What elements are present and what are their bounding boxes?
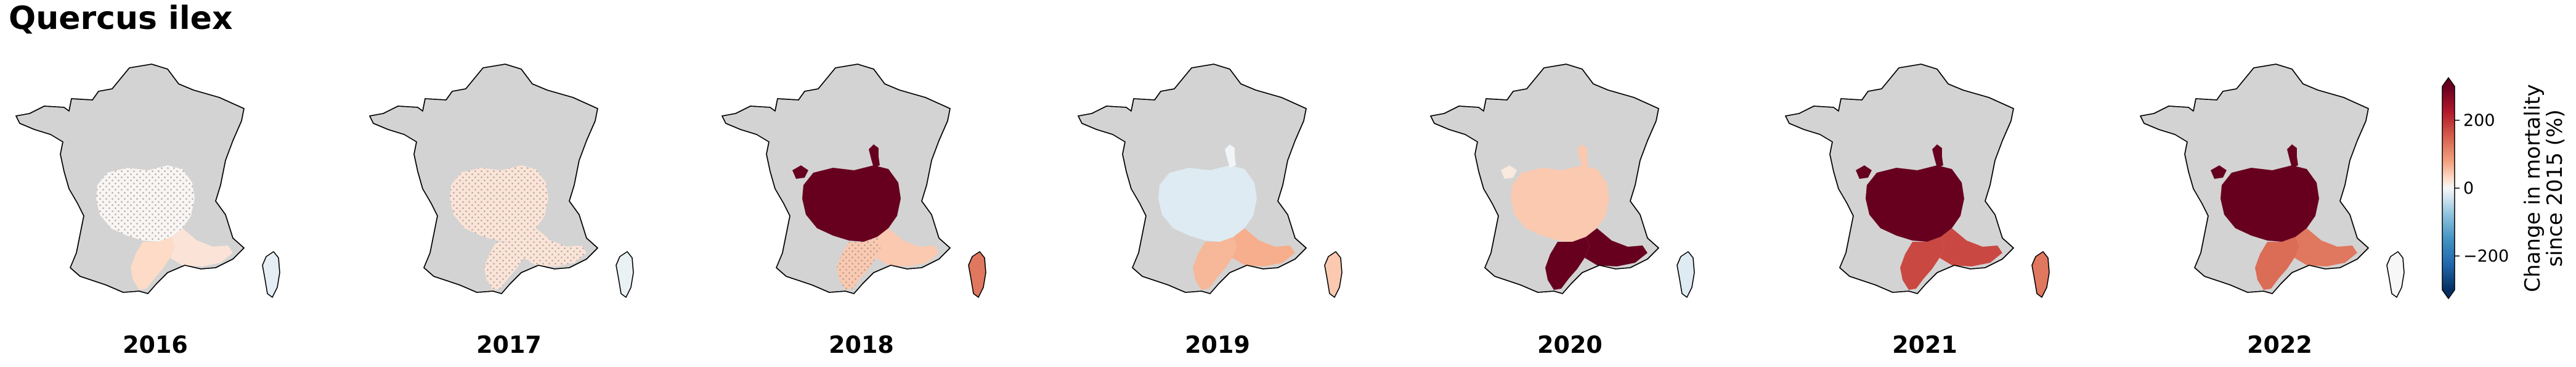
region-north-east-spot (1225, 144, 1236, 168)
colorbar-frame (2442, 76, 2455, 300)
map-panel-2018: 2018 (721, 64, 986, 358)
france-border (1785, 64, 2014, 294)
year-label: 2022 (2247, 331, 2312, 358)
region-north-east-spot (1932, 144, 1943, 168)
france-border (2140, 64, 2369, 294)
france-border (369, 64, 598, 294)
region-south (1900, 237, 1944, 290)
corsica (616, 251, 634, 298)
year-label: 2017 (476, 331, 542, 358)
corsica (1324, 251, 1343, 298)
region-brittany (2211, 165, 2227, 179)
region-southeast (876, 228, 939, 266)
region-hatch-south (837, 237, 881, 290)
region-hatch-central (450, 165, 548, 242)
region-southeast (170, 228, 233, 266)
region-south (131, 237, 175, 290)
region-brittany (1856, 165, 1872, 179)
corsica (262, 251, 280, 298)
region-south (2255, 237, 2299, 290)
map-panel-2021: 2021 (1785, 64, 2050, 358)
region-south (1545, 237, 1590, 290)
corsica (2386, 251, 2405, 298)
colorbar-label-line1: Change in mortality (2521, 84, 2545, 292)
region-central (1158, 165, 1257, 242)
colorbar-gradient (2442, 86, 2455, 290)
corsica (1676, 251, 1695, 298)
region-southeast (1940, 228, 2002, 266)
region-southeast (1232, 228, 1295, 266)
colorbar-extend-top (2442, 78, 2455, 86)
year-panels: 2016 2017 2018 2019 2020 2021 2022 (15, 64, 2405, 358)
colorbar-tick-label: −200 (2463, 247, 2509, 266)
colorbar-tick-label: 200 (2463, 111, 2495, 130)
year-label: 2020 (1537, 331, 1603, 358)
region-south (1193, 237, 1237, 290)
colorbar-extend-bottom (2442, 290, 2455, 299)
year-label: 2021 (1892, 331, 1957, 358)
colorbar-label-line2: since 2015 (%) (2543, 109, 2567, 266)
colorbar-tick-label: 0 (2463, 179, 2474, 198)
map-panel-2017: 2017 (369, 64, 634, 358)
region-central (1866, 165, 1964, 242)
map-panel-2019: 2019 (1078, 64, 1343, 358)
year-label: 2019 (1185, 331, 1250, 358)
corsica (968, 251, 986, 298)
region-hatch-central (96, 165, 195, 242)
figure-title: Quercus ilex (9, 0, 233, 37)
region-north-east-spot (869, 144, 880, 168)
region-north-east-spot (2287, 144, 2298, 168)
region-brittany (1501, 165, 1517, 179)
france-border (721, 64, 951, 294)
region-hatch-south (484, 237, 529, 290)
region-central (1511, 165, 1609, 242)
region-hatch-southeast (524, 228, 587, 266)
corsica (2031, 251, 2050, 298)
region-southeast (1585, 228, 1648, 266)
map-panel-2020: 2020 (1430, 64, 1695, 358)
france-border (15, 64, 245, 294)
map-panel-2022: 2022 (2140, 64, 2405, 358)
france-border (1430, 64, 1659, 294)
year-label: 2016 (123, 331, 188, 358)
region-central (802, 165, 901, 242)
year-label: 2018 (829, 331, 894, 358)
region-southeast (2294, 228, 2357, 266)
france-border (1078, 64, 1307, 294)
region-central (2220, 165, 2319, 242)
region-brittany (792, 165, 808, 179)
region-north-east-spot (1577, 144, 1588, 168)
map-panel-2016: 2016 (15, 64, 280, 358)
